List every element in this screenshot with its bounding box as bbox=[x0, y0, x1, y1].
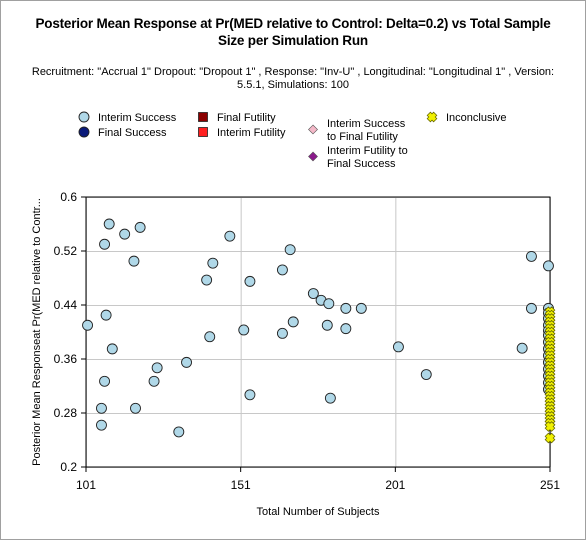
legend-label-final-success: Final Success bbox=[98, 127, 167, 139]
data-point bbox=[287, 316, 299, 328]
chart-subtitle: Recruitment: "Accrual 1" Dropout: "Dropo… bbox=[20, 66, 566, 92]
x-axis-title: Total Number of Subjects bbox=[257, 506, 380, 518]
x-tick-label: 151 bbox=[231, 478, 251, 492]
data-point bbox=[181, 356, 192, 368]
data-point bbox=[321, 319, 333, 331]
data-point bbox=[134, 221, 146, 233]
data-point bbox=[103, 218, 115, 230]
data-point bbox=[525, 250, 537, 262]
y-tick-label: 0.28 bbox=[54, 406, 78, 420]
data-point bbox=[128, 255, 140, 267]
legend-marker-interim-success-final-futility bbox=[308, 124, 318, 135]
legend-label-interim-futility-final-success: Final Success bbox=[327, 158, 396, 170]
data-point bbox=[173, 426, 185, 438]
data-point bbox=[96, 419, 107, 431]
legend-label-interim-success: Interim Success bbox=[98, 112, 177, 124]
legend-label-interim-futility-final-success: Interim Futility to bbox=[327, 145, 408, 157]
legend-marker-interim-futility-final-success bbox=[308, 151, 318, 162]
legend-marker-interim-futility bbox=[198, 127, 208, 137]
data-point bbox=[119, 228, 131, 240]
legend-marker-final-success bbox=[78, 126, 90, 138]
legend-marker-final-futility bbox=[198, 112, 208, 122]
data-point bbox=[544, 421, 556, 432]
chart-subtitle-line-1: Recruitment: "Accrual 1" Dropout: "Dropo… bbox=[31, 66, 555, 78]
y-tick-label: 0.52 bbox=[54, 244, 78, 258]
data-point bbox=[340, 302, 352, 314]
series-inconclusive bbox=[544, 306, 556, 444]
data-point bbox=[106, 343, 118, 355]
data-point bbox=[224, 230, 236, 242]
data-point bbox=[148, 375, 160, 387]
chart-title-line-2: Size per Simulation Run bbox=[218, 33, 368, 48]
chart-legend: Interim Success Final Success Final Futili… bbox=[78, 111, 507, 170]
data-point bbox=[516, 342, 528, 354]
data-point bbox=[544, 432, 556, 444]
chart-subtitle-line-2: 5.5.1, Simulations: 100 bbox=[237, 79, 349, 91]
data-point bbox=[82, 319, 93, 331]
data-points bbox=[82, 218, 556, 444]
legend-label-interim-success-final-futility: to Final Futility bbox=[327, 131, 398, 143]
plot-area bbox=[85, 196, 551, 468]
data-point bbox=[130, 402, 141, 414]
y-tick-label: 0.36 bbox=[54, 352, 78, 366]
data-point bbox=[276, 327, 288, 339]
data-point bbox=[96, 402, 107, 414]
x-tick-label: 251 bbox=[540, 478, 560, 492]
data-point bbox=[276, 264, 288, 276]
legend-marker-inconclusive bbox=[426, 111, 438, 123]
legend-label-interim-success-final-futility: Interim Success bbox=[327, 118, 406, 130]
chart-title-line-1: Posterior Mean Response at Pr(MED relati… bbox=[35, 16, 551, 31]
chart-grid bbox=[86, 197, 551, 468]
data-point bbox=[420, 369, 432, 380]
y-axis-title: Posterior Mean Responseat Pr(MED relativ… bbox=[31, 198, 43, 466]
data-point bbox=[238, 324, 250, 336]
legend-label-inconclusive: Inconclusive bbox=[446, 112, 507, 124]
data-point bbox=[244, 275, 256, 287]
legend-label-interim-futility: Interim Futility bbox=[217, 127, 286, 139]
data-point bbox=[324, 392, 336, 404]
data-point bbox=[525, 302, 537, 314]
data-point bbox=[99, 238, 111, 250]
data-point bbox=[392, 341, 404, 353]
data-point bbox=[204, 331, 216, 343]
data-point bbox=[100, 309, 112, 321]
data-point bbox=[543, 260, 554, 272]
y-tick-label: 0.44 bbox=[54, 298, 78, 312]
y-tick-label: 0.6 bbox=[60, 190, 77, 204]
data-point bbox=[340, 323, 352, 335]
data-point bbox=[323, 298, 335, 310]
data-point bbox=[244, 389, 256, 401]
data-point bbox=[99, 375, 111, 387]
data-point bbox=[151, 362, 163, 374]
data-point bbox=[201, 274, 213, 286]
legend-marker-interim-success bbox=[78, 111, 90, 123]
y-tick-label: 0.2 bbox=[60, 460, 77, 474]
data-point bbox=[284, 244, 296, 256]
x-tick-label: 101 bbox=[76, 478, 96, 492]
data-point bbox=[307, 288, 319, 299]
chart-title: Posterior Mean Response at Pr(MED relati… bbox=[0, 15, 586, 49]
x-tick-label: 201 bbox=[385, 478, 405, 492]
axis-ticks: 101 151 201 251 0.2 0.28 0.36 0.44 0.52 0.6 bbox=[54, 190, 561, 492]
legend-label-final-futility: Final Futility bbox=[217, 112, 276, 124]
data-point bbox=[207, 257, 219, 269]
data-point bbox=[355, 302, 367, 314]
